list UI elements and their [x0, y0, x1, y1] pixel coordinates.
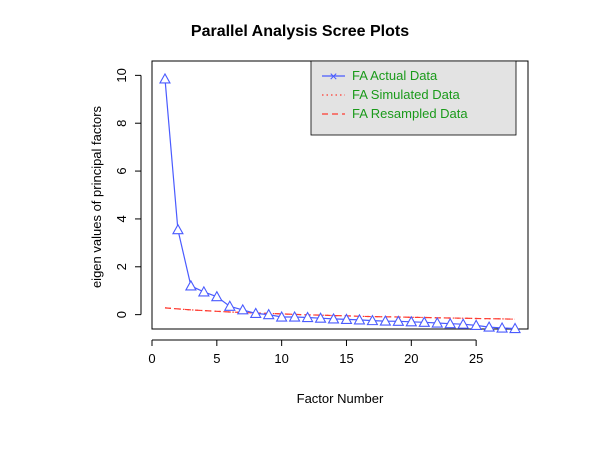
- legend-label: FA Simulated Data: [352, 87, 460, 102]
- data-point: [184, 279, 197, 291]
- data-point: [379, 314, 392, 326]
- data-point: [418, 316, 431, 327]
- data-point: [288, 310, 301, 322]
- x-tick-label: 20: [404, 351, 418, 366]
- legend-label: FA Resampled Data: [352, 106, 468, 121]
- series-line-2: [164, 307, 516, 320]
- y-tick-label: 0: [114, 311, 129, 318]
- legend-label: FA Actual Data: [352, 68, 438, 83]
- y-tick-label: 10: [114, 68, 129, 82]
- data-point: [509, 322, 521, 334]
- data-point: [197, 285, 210, 297]
- data-point: [236, 303, 249, 315]
- data-point: [171, 223, 184, 235]
- data-point: [353, 313, 366, 325]
- legend-box: [310, 60, 517, 136]
- x-tick-label: 0: [148, 351, 155, 366]
- legend-marker: ×: [329, 68, 337, 84]
- data-point: [483, 320, 496, 332]
- data-point: [340, 313, 353, 324]
- data-point: [249, 307, 262, 318]
- series-line-0: [164, 78, 516, 330]
- data-point: [314, 312, 327, 323]
- y-axis: 0 2 4 6 8 10: [114, 68, 142, 318]
- x-tick-label: 5: [213, 351, 220, 366]
- x-tick-label: 15: [339, 351, 353, 366]
- data-point: [275, 310, 288, 322]
- data-point: [405, 315, 418, 327]
- y-tick-label: 4: [114, 215, 129, 222]
- data-point: [431, 316, 444, 328]
- data-point: [496, 321, 509, 333]
- y-axis-label: eigen values of principal factors: [89, 105, 104, 288]
- data-point: [366, 314, 379, 326]
- data-point: [392, 315, 405, 326]
- x-axis: 0 5 10 15 20 25: [148, 339, 483, 366]
- y-tick-label: 6: [114, 167, 129, 174]
- data-point: [210, 290, 223, 302]
- x-tick-label: 10: [274, 351, 288, 366]
- data-point: [301, 311, 314, 323]
- data-point: [262, 308, 275, 320]
- data-point: [327, 312, 340, 324]
- x-axis-label: Factor Number: [297, 391, 384, 406]
- data-point: [444, 317, 457, 329]
- data-point: [159, 72, 171, 84]
- data-point: [470, 319, 483, 330]
- series-line-1: [164, 307, 516, 320]
- y-tick-label: 8: [114, 120, 129, 127]
- data-point: [457, 318, 470, 329]
- x-tick-label: 25: [469, 351, 483, 366]
- data-point: [223, 300, 236, 311]
- series-layer: [159, 72, 521, 334]
- y-tick-label: 2: [114, 263, 129, 270]
- legend: × FA Actual Data FA Simulated Data FA Resam…: [310, 60, 517, 136]
- chart-title: Parallel Analysis Scree Plots: [191, 23, 409, 40]
